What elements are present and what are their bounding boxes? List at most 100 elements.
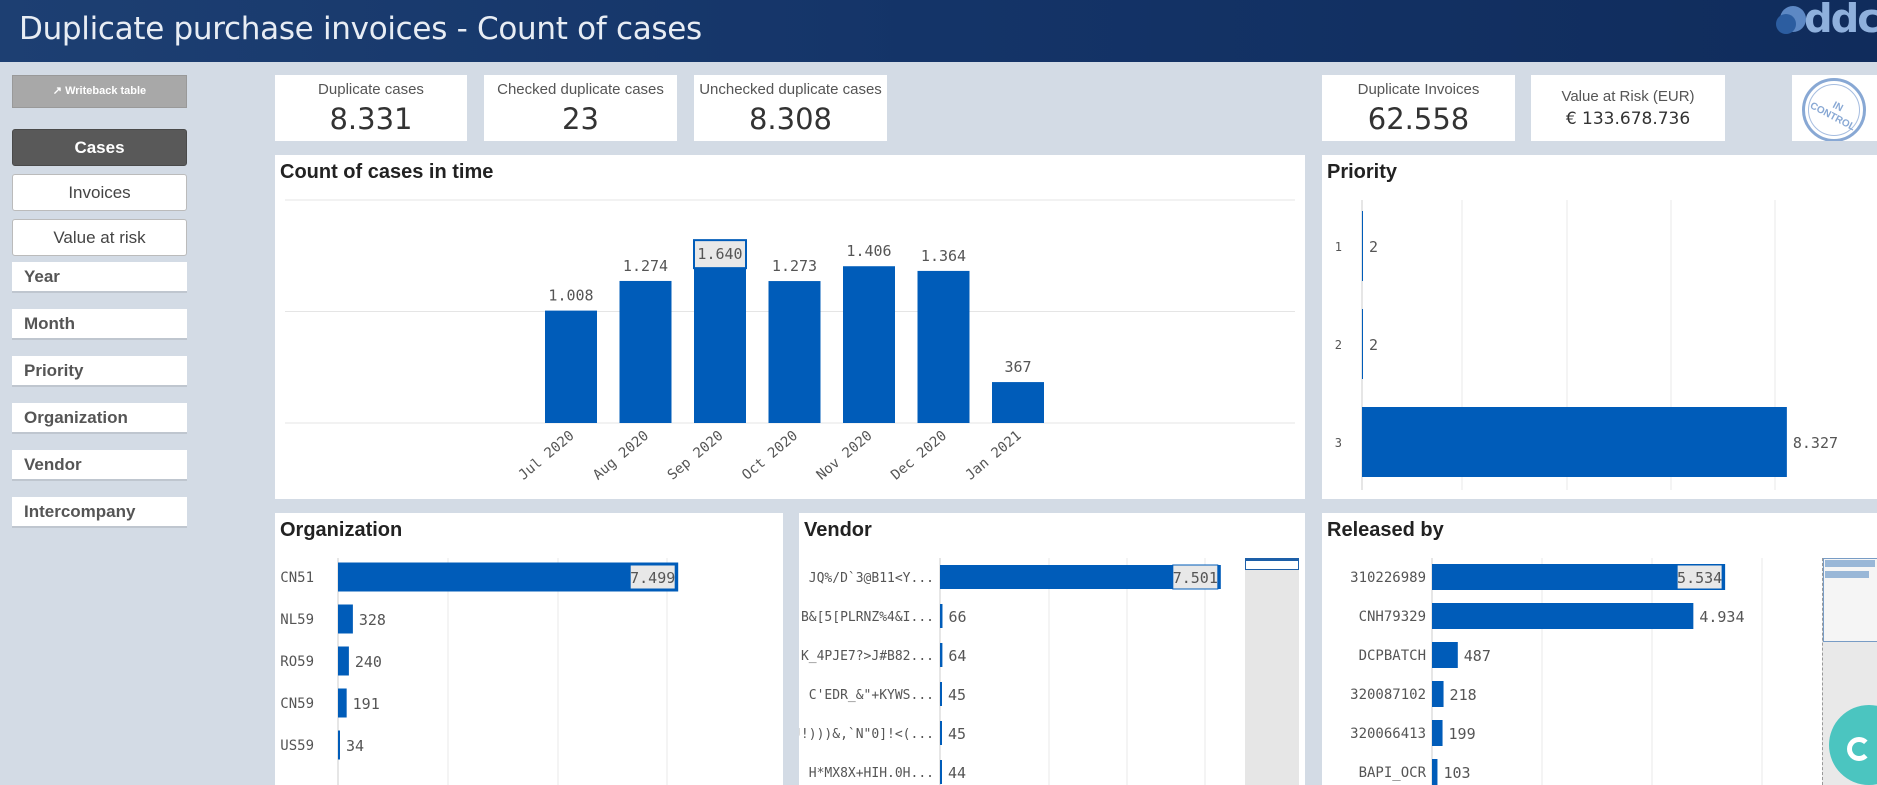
data-label: 367 (1004, 358, 1031, 376)
panel-released-by: Released by 310226989 5.534 CNH79329 4.934 D… (1322, 513, 1877, 785)
filter-priority[interactable]: Priority (12, 356, 187, 387)
kpi-unchecked-cases: Unchecked duplicate cases 8.308 (694, 75, 887, 141)
kpi-value-at-risk: Value at Risk (EUR) € 133.678.736 (1531, 75, 1725, 141)
bar-b-5-plrnz-4-i-[interactable] (940, 604, 943, 628)
chart-title: Vendor (804, 519, 872, 541)
kpi-label: Unchecked duplicate cases (699, 81, 882, 98)
bar-k-4pje7-j-b82-[interactable] (940, 643, 943, 667)
data-label: 4.934 (1699, 608, 1744, 626)
y-tick-label: B&[5[PLRNZ%4&I... (801, 610, 934, 625)
filter-label: Vendor (24, 455, 82, 474)
panel-priority: Priority 1 2 2 2 3 8.327 (1322, 155, 1877, 499)
chart-title: Released by (1327, 519, 1444, 541)
bar-320066413[interactable] (1432, 720, 1443, 746)
bar-ro59[interactable] (338, 646, 349, 676)
filter-organization[interactable]: Organization (12, 403, 187, 434)
data-label: 191 (353, 695, 380, 713)
y-tick-label: 1 (1335, 240, 1342, 254)
vendor-scrollbar-thumb[interactable] (1245, 558, 1299, 570)
nav-value-at-risk-button[interactable]: Value at risk (12, 219, 187, 256)
bar-jan-2021[interactable] (992, 382, 1044, 423)
nav-invoices-button[interactable]: Invoices (12, 174, 187, 211)
filter-year[interactable]: Year (12, 262, 187, 293)
filter-label: Organization (24, 408, 128, 427)
data-label: 103 (1443, 764, 1470, 782)
bar-dtcj-n-0-[interactable] (940, 721, 942, 745)
y-tick-label: 320066413 (1350, 726, 1426, 742)
bar-bapi-ocr[interactable] (1432, 759, 1438, 785)
stamp-ring-icon (1808, 84, 1860, 136)
x-tick-label: Oct 2020 (739, 428, 801, 484)
kpi-value: 62.558 (1367, 102, 1470, 136)
filter-label: Priority (24, 361, 84, 380)
cases-in-time-chart[interactable]: 1.008 Jul 2020 1.274 Aug 2020 1.640 Sep 2020 1… (275, 155, 1305, 499)
y-tick-label: CN59 (280, 696, 314, 712)
x-tick-label: Jan 2021 (963, 428, 1025, 484)
bar-cn51[interactable] (338, 562, 679, 592)
x-tick-label: Sep 2020 (665, 428, 727, 484)
bar-nl59[interactable] (338, 604, 353, 634)
y-tick-label: K_4PJE7?>J#B82... (801, 649, 934, 664)
vendor-scrollbar[interactable] (1245, 558, 1299, 785)
bar-us59[interactable] (338, 730, 340, 760)
bar-nov-2020[interactable] (843, 266, 895, 423)
bar-2[interactable] (1362, 309, 1363, 379)
y-tick-label: DCPBATCH (1359, 648, 1426, 664)
bar-jul-2020[interactable] (545, 310, 597, 423)
y-tick-label: DTCJ!)))&,`N"0]!<(... (799, 727, 934, 742)
data-label: 1.406 (846, 242, 891, 260)
data-label: 44 (948, 764, 966, 782)
bar-aug-2020[interactable] (619, 280, 672, 423)
stamp-ring-icon (1802, 78, 1866, 141)
data-label: 199 (1449, 725, 1476, 743)
page-title: Duplicate purchase invoices - Count of c… (19, 11, 702, 47)
data-label: 1.273 (772, 257, 817, 275)
nav-cases-button[interactable]: Cases (12, 129, 187, 166)
data-label-box (629, 564, 676, 590)
bar-oct-2020[interactable] (768, 281, 821, 423)
data-label: 1.008 (548, 287, 593, 305)
y-tick-label: H*MX8X+HIH.0H... (809, 766, 934, 781)
data-label: 45 (948, 686, 966, 704)
y-tick-label: CN51 (280, 570, 314, 586)
filter-intercompany[interactable]: Intercompany (12, 497, 187, 528)
data-label: 7.499 (630, 569, 675, 587)
data-label: 45 (948, 725, 966, 743)
bar-1[interactable] (1362, 211, 1363, 281)
bar-cn59[interactable] (338, 688, 347, 718)
kpi-label: Duplicate cases (318, 81, 424, 98)
y-tick-label: NL59 (280, 612, 314, 628)
logo-circle-icon (1776, 14, 1796, 34)
bar-3[interactable] (1362, 407, 1787, 477)
x-tick-label: Jul 2020 (516, 428, 578, 484)
bar-320087102[interactable] (1432, 681, 1444, 707)
kpi-duplicate-invoices: Duplicate Invoices 62.558 (1322, 75, 1515, 141)
filter-label: Intercompany (24, 502, 136, 521)
kpi-value: 8.331 (329, 102, 413, 136)
bar-310226989[interactable] (1432, 564, 1726, 590)
vendor-chart[interactable]: JQ%/D`3@B11<Y... 7.501 B&[5[PLRNZ%4&I... 66… (799, 513, 1305, 785)
released-by-chart[interactable]: 310226989 5.534 CNH79329 4.934 DCPBATCH 487 32… (1322, 513, 1877, 785)
y-tick-label: RO59 (280, 654, 314, 670)
bar-c-edr-kyws-[interactable] (940, 682, 942, 706)
panel-vendor: Vendor JQ%/D`3@B11<Y... 7.501 B&[5[PLRNZ%4… (799, 513, 1305, 785)
x-tick-label: Aug 2020 (590, 428, 652, 484)
bar-cnh79329[interactable] (1432, 603, 1694, 629)
data-label: 2 (1369, 238, 1378, 256)
filter-month[interactable]: Month (12, 309, 187, 340)
kpi-value: € 133.678.736 (1565, 109, 1691, 129)
minimap-viewport[interactable] (1823, 558, 1877, 642)
kpi-label: Duplicate Invoices (1357, 81, 1480, 98)
bar-dcpbatch[interactable] (1432, 642, 1458, 668)
data-label: 5.534 (1677, 569, 1722, 587)
bar-h-mx8x-hih-0h-[interactable] (940, 760, 942, 784)
logo-text: ddc (1804, 2, 1877, 42)
organization-chart[interactable]: CN51 7.499 NL59 328 RO59 240 CN59 191 US59 34 (275, 513, 783, 785)
bar-dec-2020[interactable] (917, 270, 970, 423)
data-label: 240 (355, 653, 382, 671)
priority-chart[interactable]: 1 2 2 2 3 8.327 (1322, 155, 1877, 499)
filter-vendor[interactable]: Vendor (12, 450, 187, 481)
data-label: 66 (948, 608, 966, 626)
writeback-table-button[interactable]: ↗ Writeback table (12, 75, 187, 108)
bar-sep-2020[interactable] (694, 240, 746, 423)
